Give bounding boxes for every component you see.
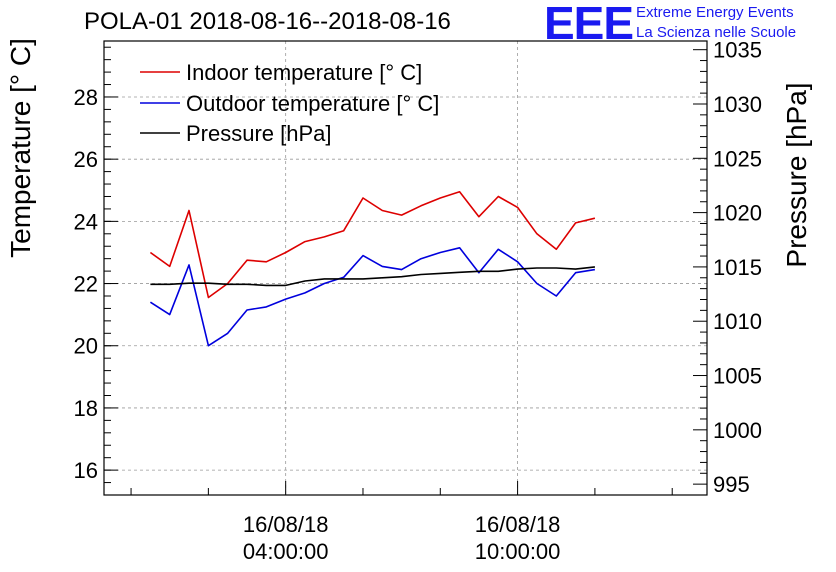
y-tick-label: 20 — [74, 334, 98, 359]
y2-tick-label: 1030 — [713, 92, 762, 117]
legend-label-pressure: Pressure [hPa] — [186, 121, 332, 146]
y-tick-label: 16 — [74, 458, 98, 483]
series-line-pressure — [150, 266, 595, 287]
eee-logo: EEE — [544, 0, 634, 49]
legend-label-outdoor: Outdoor temperature [° C] — [186, 91, 439, 116]
y2-tick-label: 1035 — [713, 38, 762, 63]
x-tick-label-date: 16/08/18 — [243, 512, 329, 537]
y2-tick-label: 995 — [713, 472, 750, 497]
grid — [104, 41, 707, 495]
axes: 16 18 20 22 24 26 28 995 1000 1005 1010 1015 1020 102… — [74, 38, 762, 564]
y-tick-label: 22 — [74, 272, 98, 297]
y-tick-label: 18 — [74, 396, 98, 421]
y2-tick-label: 1005 — [713, 364, 762, 389]
legend-label-indoor: Indoor temperature [° C] — [186, 60, 422, 85]
y2-tick-label: 1000 — [713, 418, 762, 443]
y-axis-label: Temperature [° C] — [5, 38, 36, 258]
series-line-outdoor — [149, 247, 596, 347]
brand-name: Extreme Energy Events — [636, 4, 794, 21]
series-line-indoor — [149, 191, 596, 299]
y2-tick-label: 1010 — [713, 309, 762, 334]
brand-tagline: La Scienza nelle Scuole — [636, 24, 797, 41]
x-tick-label-time: 04:00:00 — [243, 539, 329, 564]
y2-tick-label: 1020 — [713, 201, 762, 226]
y-tick-label: 26 — [74, 147, 98, 172]
plot-frame — [103, 40, 708, 496]
legend: Indoor temperature [° C] Outdoor tempera… — [140, 60, 439, 146]
x-tick-label-date: 16/08/18 — [475, 512, 561, 537]
series-group — [149, 191, 596, 347]
chart-title: POLA-01 2018-08-16--2018-08-16 — [84, 8, 451, 35]
x-tick-label-time: 10:00:00 — [475, 539, 561, 564]
y2-tick-label: 1025 — [713, 146, 762, 171]
y2-axis-label: Pressure [hPa] — [781, 82, 812, 267]
y2-tick-label: 1015 — [713, 255, 762, 280]
y-tick-label: 28 — [74, 85, 98, 110]
y-tick-label: 24 — [74, 209, 98, 234]
